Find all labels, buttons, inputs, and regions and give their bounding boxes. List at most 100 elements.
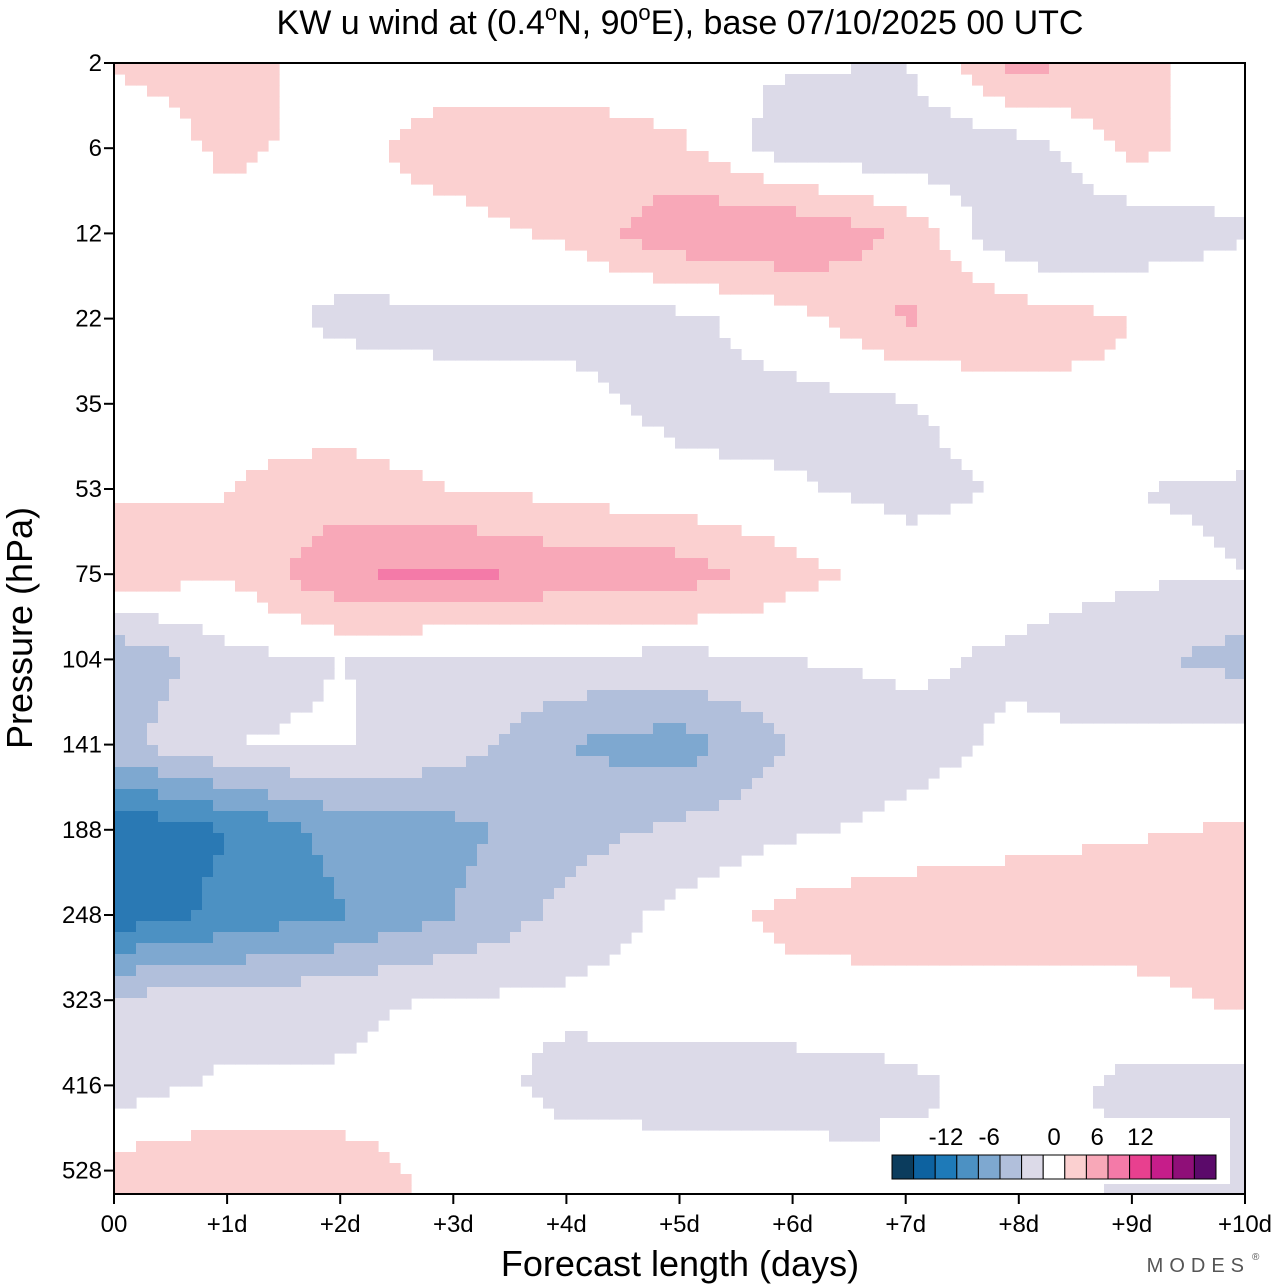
contour-cell [884, 778, 896, 790]
contour-cell [620, 206, 632, 218]
contour-cell [1236, 514, 1245, 526]
contour-cell [466, 558, 478, 570]
contour-cell [1060, 305, 1072, 317]
contour-cell [1148, 85, 1160, 97]
contour-cell [125, 723, 137, 735]
contour-cell [785, 679, 797, 691]
contour-cell [862, 943, 874, 955]
contour-cell [433, 855, 445, 867]
contour-cell [906, 162, 918, 174]
contour-cell [1038, 690, 1050, 702]
contour-cell [851, 206, 863, 218]
contour-cell [807, 85, 819, 97]
contour-cell [565, 965, 577, 977]
contour-cell [246, 536, 258, 548]
contour-cell [125, 888, 137, 900]
contour-cell [851, 800, 863, 812]
contour-cell [752, 404, 764, 416]
contour-cell [917, 316, 929, 328]
contour-cell [455, 976, 467, 988]
contour-cell [554, 525, 566, 537]
contour-cell [620, 701, 632, 713]
contour-cell [873, 448, 885, 460]
contour-cell [268, 679, 280, 691]
contour-cell [345, 657, 357, 669]
contour-cell [785, 569, 797, 581]
contour-cell [301, 591, 313, 603]
contour-cell [301, 756, 313, 768]
contour-cell [1093, 206, 1105, 218]
contour-cell [422, 921, 434, 933]
contour-cell [1214, 228, 1226, 240]
contour-cell [719, 569, 731, 581]
contour-cell [488, 855, 500, 867]
contour-cell [1005, 250, 1017, 262]
contour-cell [1203, 646, 1215, 658]
contour-cell [1225, 646, 1237, 658]
contour-cell [785, 118, 797, 130]
contour-cell [477, 932, 489, 944]
contour-cell [378, 624, 390, 636]
contour-cell [774, 833, 786, 845]
contour-cell [499, 756, 511, 768]
contour-cell [1016, 250, 1028, 262]
contour-cell [411, 910, 423, 922]
contour-cell [268, 833, 280, 845]
contour-cell [235, 921, 247, 933]
contour-cell [466, 844, 478, 856]
contour-cell [928, 305, 940, 317]
contour-cell [950, 327, 962, 339]
contour-cell [620, 899, 632, 911]
contour-cell [213, 734, 225, 746]
contour-cell [1093, 877, 1105, 889]
contour-cell [642, 305, 654, 317]
contour-cell [444, 162, 456, 174]
contour-cell [1137, 910, 1149, 922]
contour-cell [367, 723, 379, 735]
contour-cell [235, 866, 247, 878]
contour-cell [1104, 74, 1116, 86]
contour-cell [829, 283, 841, 295]
contour-cell [444, 723, 456, 735]
contour-cell [1159, 624, 1171, 636]
contour-cell [1049, 228, 1061, 240]
contour-cell [829, 448, 841, 460]
contour-cell [488, 657, 500, 669]
contour-cell [818, 767, 830, 779]
contour-cell [279, 778, 291, 790]
contour-cell [1115, 228, 1127, 240]
contour-cell [1159, 668, 1171, 680]
contour-cell [884, 327, 896, 339]
contour-cell [851, 899, 863, 911]
contour-cell [884, 426, 896, 438]
contour-cell [719, 272, 731, 284]
contour-cell [895, 448, 907, 460]
contour-cell [840, 415, 852, 427]
contour-cell [730, 360, 742, 372]
contour-cell [785, 184, 797, 196]
contour-cell [356, 888, 368, 900]
contour-cell [477, 800, 489, 812]
contour-cell [378, 690, 390, 702]
contour-cell [862, 459, 874, 471]
contour-cell [928, 151, 940, 163]
contour-cell [191, 789, 203, 801]
contour-cell [444, 899, 456, 911]
contour-cell [125, 987, 137, 999]
contour-cell [169, 690, 181, 702]
contour-cell [653, 151, 665, 163]
contour-cell [1060, 349, 1072, 361]
contour-cell [807, 789, 819, 801]
contour-cell [642, 723, 654, 735]
contour-cell [1093, 338, 1105, 350]
contour-cell [499, 525, 511, 537]
contour-cell [290, 855, 302, 867]
contour-cell [994, 129, 1006, 141]
contour-cell [708, 162, 720, 174]
contour-cell [455, 162, 467, 174]
contour-cell [1071, 679, 1083, 691]
contour-cell [1203, 701, 1215, 713]
contour-cell [1126, 613, 1138, 625]
contour-cell [257, 96, 269, 108]
contour-cell [378, 305, 390, 317]
